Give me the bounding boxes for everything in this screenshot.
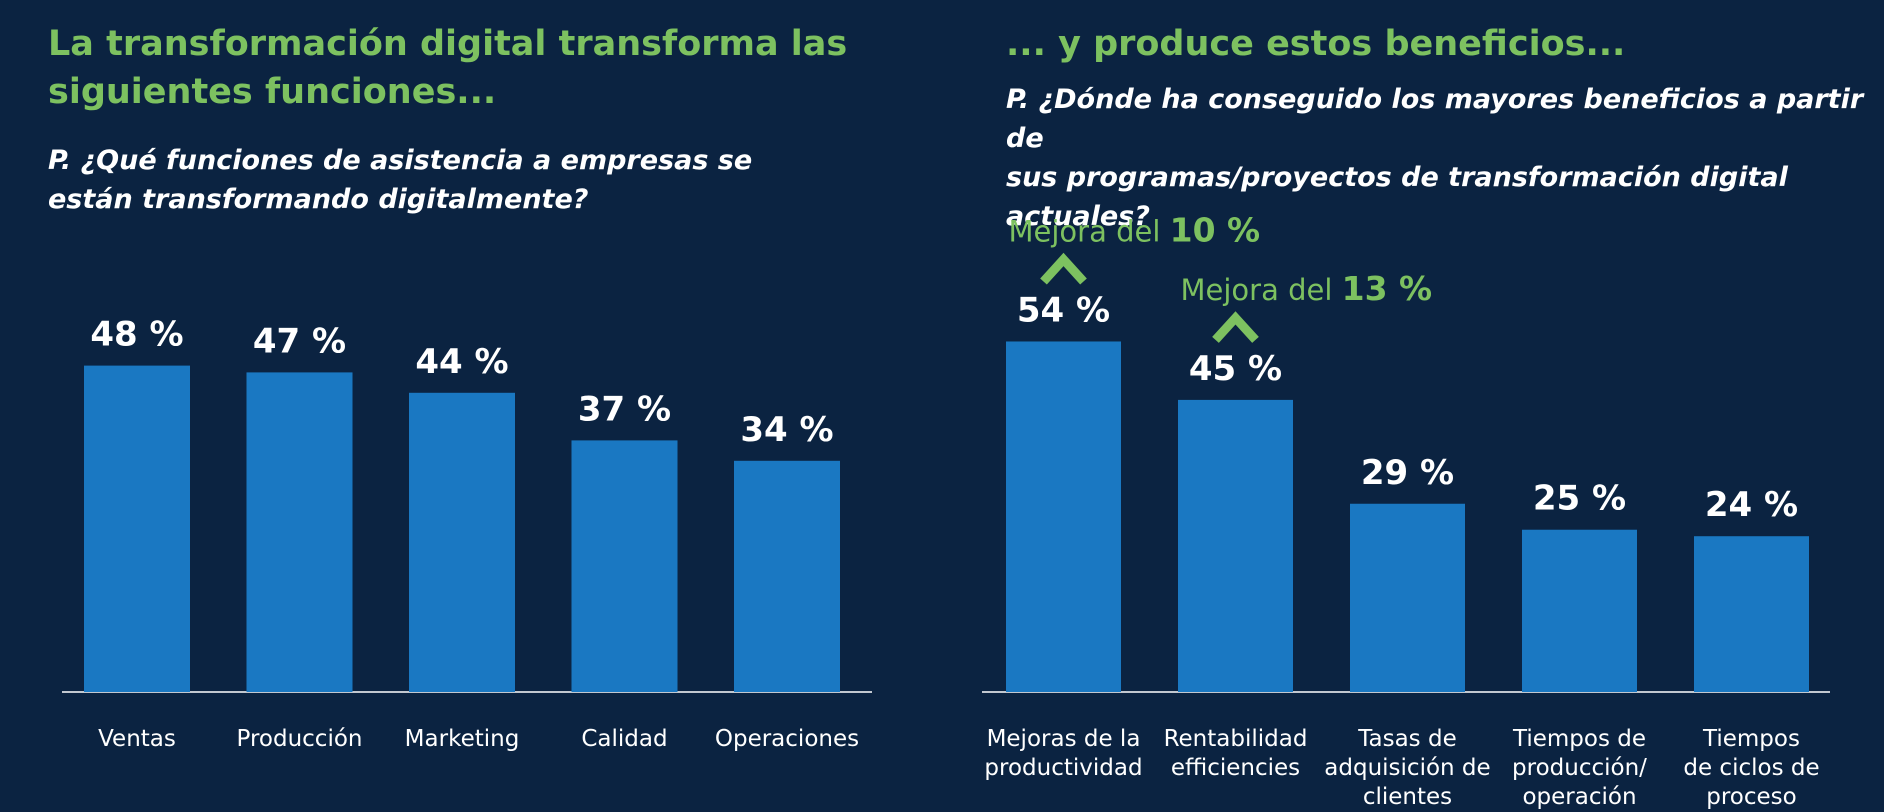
bar-4 [734,460,840,692]
bar-2 [1350,503,1465,692]
left-question-line-2: están transformando digitalmente? [48,184,589,215]
bar-3 [571,440,678,692]
category-label-2: Tasas de adquisición de clientes [1324,726,1490,810]
value-label-2: 44 % [415,342,508,382]
bar-1 [246,372,353,692]
category-label-2: Marketing [405,726,520,752]
bar-0 [1006,341,1121,692]
left-title-line-1: La transformación digital transforma las [48,24,848,64]
value-label-0: 48 % [90,315,183,355]
right-title: ... y produce estos beneficios... [1006,24,1626,64]
bar-2 [409,392,515,692]
bar-3 [1522,529,1637,692]
left-question-line-1: P. ¿Qué funciones de asistencia a empres… [48,145,753,176]
left-title-line-2: siguientes funciones... [48,72,497,112]
bar-0 [84,365,190,692]
value-label-4: 34 % [740,410,833,450]
category-label-1: Rentabilidad efficiencies [1164,726,1308,781]
right-panel: ... y produce estos beneficios... P. ¿Dó… [960,0,1884,812]
value-label-3: 25 % [1533,479,1626,519]
left-question: P. ¿Qué funciones de asistencia a empres… [48,141,752,219]
value-label-4: 24 % [1705,485,1798,525]
improvement-callout-0: Mejora del 10 % [1009,210,1261,249]
category-label-0: Ventas [98,726,176,752]
right-bar-chart: 54 % Mejoras de la productividad 45 % Rentab… [982,210,1830,810]
value-label-1: 47 % [253,321,346,361]
category-label-3: Tiempos de producción/operación [1512,726,1647,810]
bar-4 [1694,536,1809,692]
bar-1 [1178,399,1293,692]
left-bar-chart: 48 % Ventas 47 % Producción 44 % Marketing 37 … [62,315,872,752]
category-label-1: Producción [237,726,363,752]
improvement-callout-1: Mejora del 13 % [1181,269,1433,308]
right-question-line-1: P. ¿Dónde ha conseguido los mayores bene… [1006,84,1864,154]
category-label-3: Calidad [581,726,667,752]
value-label-2: 29 % [1361,453,1454,493]
value-label-1: 45 % [1189,349,1282,389]
left-panel: La transformación digital transforma las… [0,0,930,812]
category-label-4: Operaciones [715,726,859,752]
category-label-0: Mejoras de la productividad [984,726,1142,781]
value-label-3: 37 % [578,389,671,429]
up-chevron-icon-1 [1212,311,1259,343]
right-question: P. ¿Dónde ha conseguido los mayores bene… [1006,80,1884,236]
up-chevron-icon-0 [1040,252,1087,285]
right-question-line-2: sus programas/proyectos de transformació… [1006,162,1788,232]
left-title: La transformación digital transforma las… [48,20,847,116]
category-label-4: Tiempos de ciclos de proceso [1683,726,1819,810]
value-label-0: 54 % [1017,290,1110,330]
